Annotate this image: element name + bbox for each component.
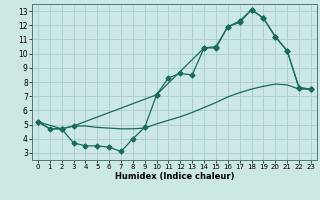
X-axis label: Humidex (Indice chaleur): Humidex (Indice chaleur) — [115, 172, 234, 181]
